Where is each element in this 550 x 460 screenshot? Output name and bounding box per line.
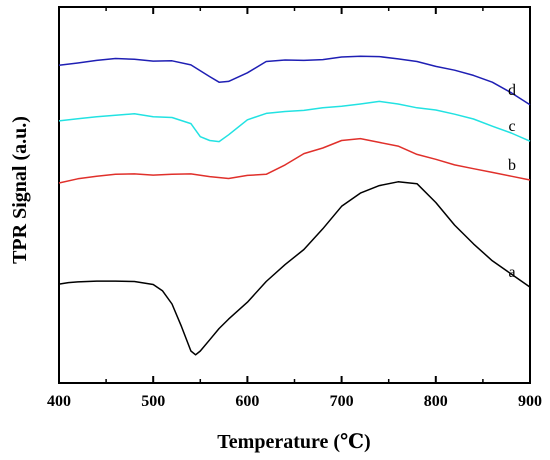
x-tick-label: 500 — [141, 393, 165, 410]
y-axis-label: TPR Signal (a.u.) — [9, 116, 31, 264]
plot-border — [58, 6, 531, 384]
x-tick-label: 900 — [518, 393, 542, 410]
x-tick-label: 400 — [47, 393, 71, 410]
series-labels: a b c d — [508, 82, 516, 281]
x-tick-label: 800 — [424, 393, 448, 410]
series-line-c — [58, 100, 531, 143]
series-label-b: b — [508, 157, 516, 174]
x-tick-label: 700 — [330, 393, 354, 410]
series-label-a: a — [508, 264, 515, 281]
series-line-d — [58, 55, 531, 106]
x-tick-label: 600 — [235, 393, 259, 410]
x-axis-label: Temperature (℃) — [217, 431, 370, 453]
series-line-a — [58, 181, 531, 356]
series-layer — [58, 55, 531, 356]
series-label-d: d — [508, 82, 516, 99]
plot-frame — [58, 6, 531, 384]
series-label-c: c — [508, 118, 515, 135]
x-axis-ticks: 400 500 600 700 800 900 — [47, 7, 542, 410]
series-line-b — [58, 137, 531, 184]
